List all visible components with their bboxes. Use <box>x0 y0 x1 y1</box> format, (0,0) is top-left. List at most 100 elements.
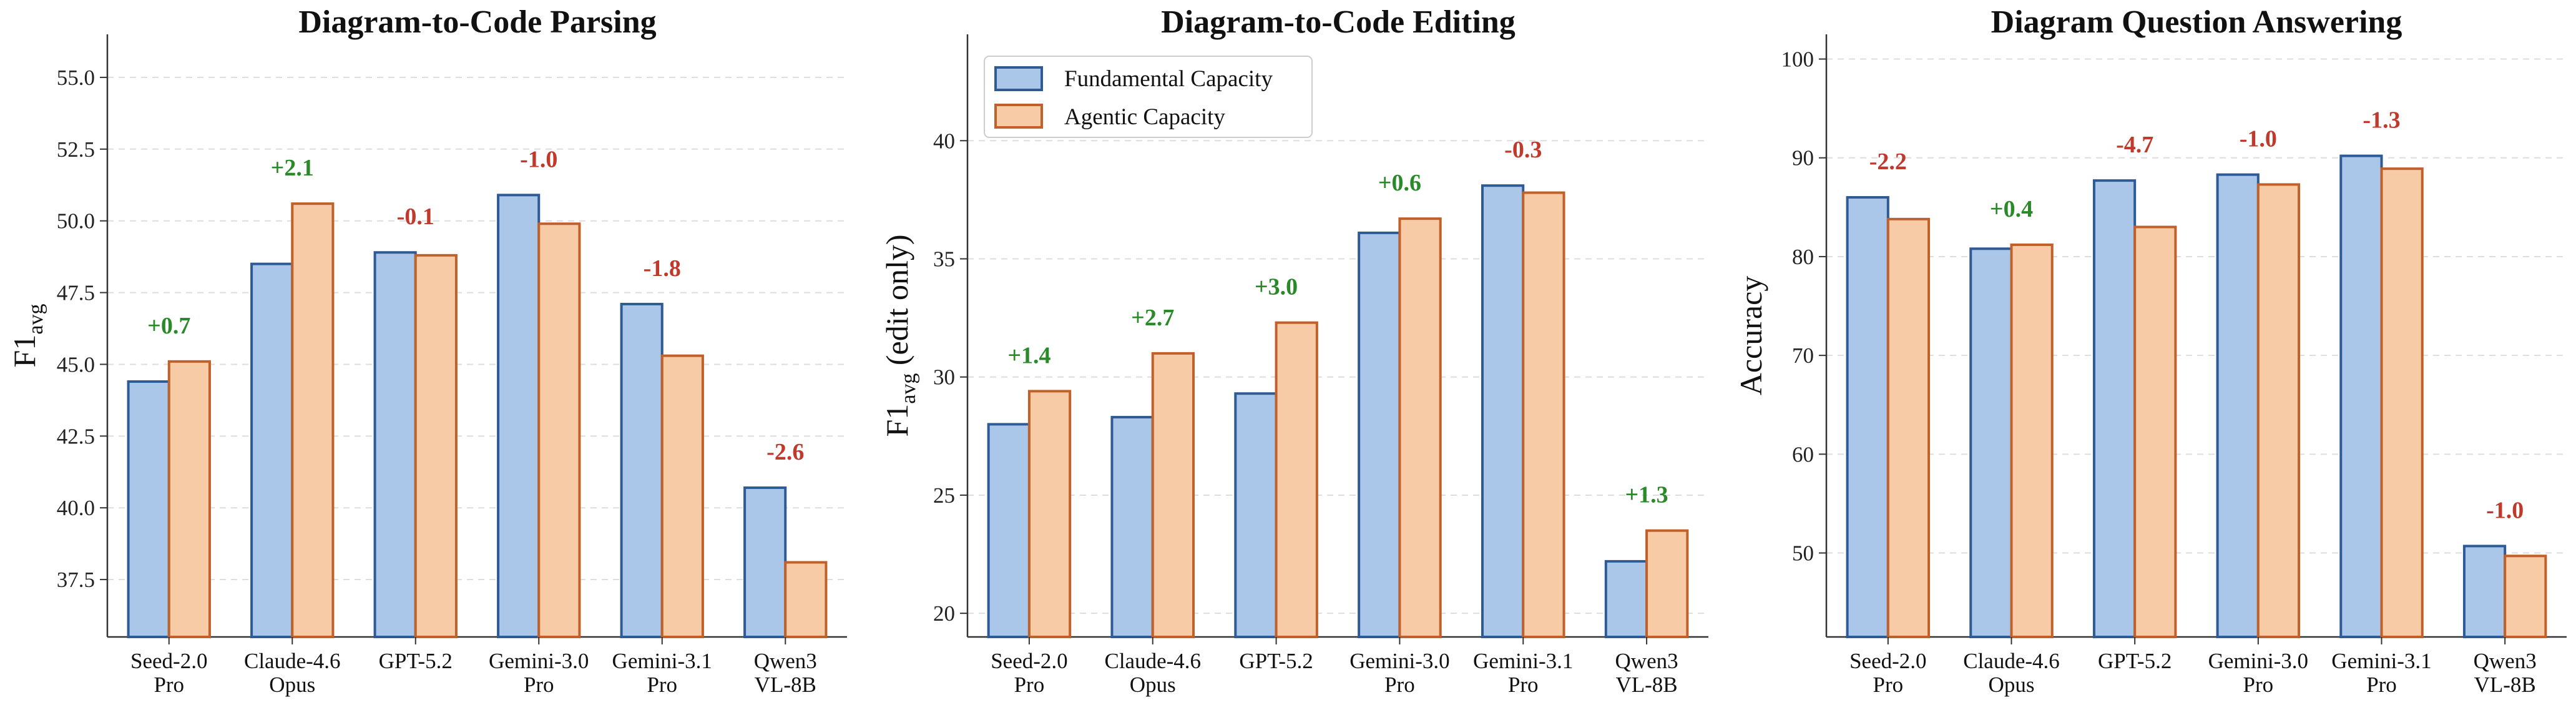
x-tick-label: Pro <box>524 673 554 697</box>
y-axis-label-main: Accuracy <box>1733 276 1768 396</box>
legend-frame <box>984 56 1313 138</box>
delta-label: +0.7 <box>147 313 190 339</box>
delta-label: +2.1 <box>271 155 314 181</box>
x-tick-label: GPT-5.2 <box>2098 649 2172 673</box>
x-tick-label: GPT-5.2 <box>379 649 453 673</box>
legend-swatch-agentic <box>994 104 1043 129</box>
bar-agentic <box>784 561 828 638</box>
x-tick-label: VL-8B <box>1616 673 1678 697</box>
x-tick-label: Pro <box>2243 673 2274 697</box>
chart-title: Diagram-to-Code Editing <box>1161 4 1516 40</box>
delta-label: -1.0 <box>520 146 557 172</box>
bar-fundamental <box>987 423 1031 638</box>
bar-fundamental <box>2216 173 2260 638</box>
y-tick-label: 20 <box>933 601 955 626</box>
y-tick-label: 42.5 <box>57 424 95 448</box>
bar-fundamental <box>2339 154 2383 638</box>
y-tick-label: 45.0 <box>57 352 95 377</box>
y-tick-label: 40.0 <box>57 496 95 520</box>
x-tick-label: Claude-4.6 <box>1963 649 2060 673</box>
y-axis-label-main: F1 <box>879 404 914 437</box>
bar-fundamental <box>1234 392 1278 638</box>
x-tick-label: Pro <box>1873 673 1904 697</box>
legend-swatch-fundamental <box>994 66 1043 91</box>
y-tick-label: 80 <box>1792 245 1814 269</box>
delta-label: -0.1 <box>397 204 434 230</box>
x-tick-label: Gemini-3.1 <box>1473 649 1573 673</box>
x-tick-label: Opus <box>1130 673 1176 697</box>
x-tick-label: Opus <box>1989 673 2035 697</box>
x-tick-label: GPT-5.2 <box>1239 649 1313 673</box>
chart-title: Diagram-to-Code Parsing <box>298 4 656 40</box>
bar-fundamental <box>1604 560 1648 639</box>
delta-label: +3.0 <box>1255 274 1298 300</box>
bar-fundamental <box>250 262 294 639</box>
y-axis-label: Accuracy <box>1733 276 1768 396</box>
y-tick-label: 37.5 <box>57 568 95 592</box>
x-tick-label: Claude-4.6 <box>1104 649 1201 673</box>
bar-fundamental <box>1110 416 1154 638</box>
delta-label: +2.7 <box>1131 305 1174 331</box>
chart-panel-2: 2025303540Seed-2.0Pro+1.4Claude-4.6Opus+… <box>879 4 1708 697</box>
y-tick-label: 100 <box>1781 47 1814 72</box>
bar-agentic <box>1645 529 1689 638</box>
delta-label: -1.0 <box>2240 126 2277 152</box>
y-axis-label-suffix: (edit only) <box>879 234 914 373</box>
x-tick-label: Seed-2.0 <box>130 649 207 673</box>
x-tick-label: Seed-2.0 <box>991 649 1067 673</box>
bar-agentic <box>1027 390 1072 639</box>
y-tick-label: 47.5 <box>57 281 95 305</box>
bar-agentic <box>414 254 458 639</box>
delta-label: -2.6 <box>766 439 804 465</box>
bar-agentic <box>1275 321 1318 638</box>
x-tick-label: VL-8B <box>2474 673 2536 697</box>
bar-agentic <box>1151 352 1195 638</box>
legend: Fundamental Capacity Agentic Capacity <box>984 56 1313 138</box>
y-tick-label: 50 <box>1792 541 1814 566</box>
bar-agentic <box>291 202 335 639</box>
bar-fundamental <box>1846 196 1889 638</box>
y-axis-label: F1avg (edit only) <box>879 234 920 436</box>
delta-label: -0.3 <box>1504 137 1542 163</box>
bar-fundamental <box>2462 545 2507 639</box>
y-tick-label: 60 <box>1792 442 1814 466</box>
x-tick-label: Gemini-3.1 <box>2331 649 2431 673</box>
x-tick-label: Gemini-3.0 <box>2208 649 2308 673</box>
chart-panel-3: 5060708090100Seed-2.0Pro-2.2Claude-4.6Op… <box>1733 4 2567 697</box>
bar-fundamental <box>743 486 787 638</box>
bar-fundamental <box>620 302 664 638</box>
y-tick-label: 30 <box>933 365 955 390</box>
bar-agentic <box>1522 191 1565 638</box>
bar-fundamental <box>1358 231 1401 639</box>
y-tick-label: 50.0 <box>57 209 95 234</box>
chart-panel-1: 37.5 40.0 42.5 45.0 47.5 50.0 52.5 55.0 Seed-2.0… <box>7 4 847 697</box>
delta-label: -1.3 <box>2363 107 2400 134</box>
x-tick-label: Gemini-3.1 <box>612 649 712 673</box>
bar-agentic <box>660 354 704 639</box>
x-tick-label: Pro <box>1384 673 1415 697</box>
y-axis-label-subscript: avg <box>24 304 47 335</box>
y-tick-label: 25 <box>933 483 955 508</box>
legend-label-agentic: Agentic Capacity <box>1064 104 1225 130</box>
y-tick-label: 90 <box>1792 146 1814 170</box>
x-tick-label: Qwen3 <box>1615 649 1678 673</box>
y-tick-label: 35 <box>933 247 955 272</box>
bar-fundamental <box>127 380 170 638</box>
bar-agentic <box>1886 217 1931 638</box>
y-tick-label: 70 <box>1792 343 1814 368</box>
y-tick-label: 55.0 <box>57 66 95 90</box>
x-tick-label: Gemini-3.0 <box>1349 649 1449 673</box>
bar-agentic <box>2380 167 2424 639</box>
delta-label: -1.0 <box>2486 497 2524 523</box>
delta-label: -2.2 <box>1869 149 1907 175</box>
x-tick-label: Qwen3 <box>754 649 817 673</box>
delta-label: +0.4 <box>1990 196 2033 222</box>
bar-agentic <box>2133 225 2177 639</box>
chart-title: Diagram Question Answering <box>1991 4 2402 40</box>
bar-agentic <box>1398 217 1442 639</box>
x-tick-label: Pro <box>1508 673 1539 697</box>
bar-agentic <box>2010 243 2054 638</box>
y-axis-label-main: F1 <box>7 335 42 368</box>
y-tick-label: 52.5 <box>57 137 95 162</box>
